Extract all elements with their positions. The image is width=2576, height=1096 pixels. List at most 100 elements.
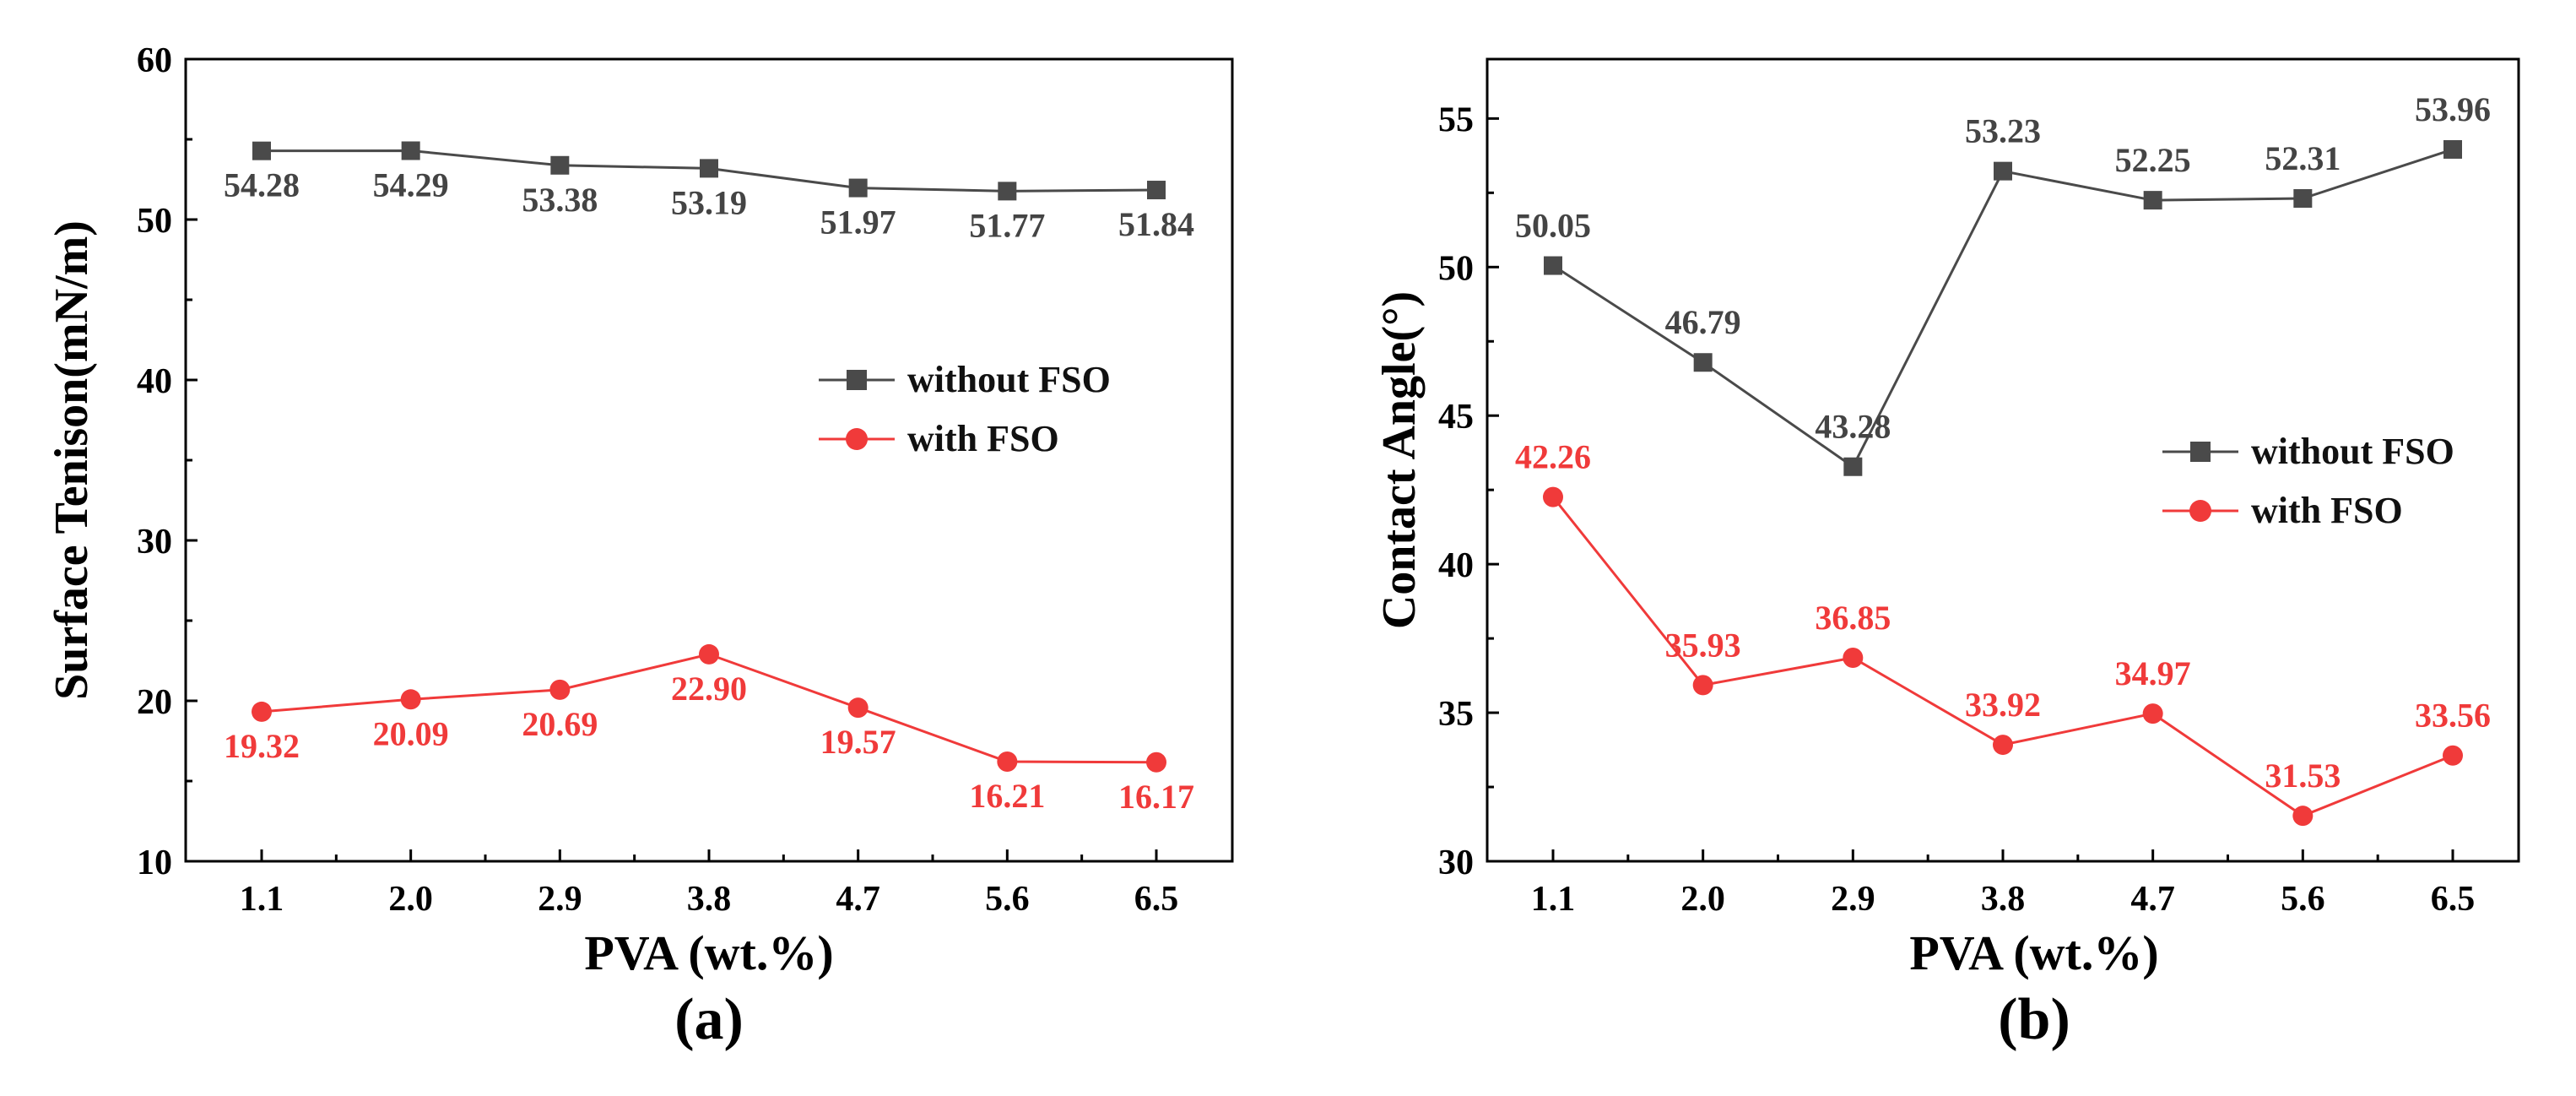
- data-point-with-fso: [1146, 751, 1166, 773]
- y-tick-label: 60: [137, 41, 172, 80]
- y-tick-label: 40: [1438, 546, 1474, 585]
- data-label-with-fso: 36.85: [1815, 599, 1891, 637]
- data-point-without-fso: [252, 141, 271, 160]
- data-point-with-fso: [1543, 486, 1563, 507]
- data-point-without-fso: [998, 182, 1017, 201]
- x-tick-label: 4.7: [836, 880, 880, 919]
- data-point-without-fso: [2293, 189, 2313, 209]
- data-point-without-fso: [1147, 181, 1166, 200]
- data-point-with-fso: [1843, 647, 1864, 668]
- x-tick-label: 2.9: [538, 880, 582, 919]
- data-label-with-fso: 20.09: [373, 714, 449, 752]
- legend-label-with-fso: with FSO: [2251, 490, 2403, 531]
- y-tick-label: 10: [137, 844, 172, 882]
- data-label-with-fso: 19.57: [820, 723, 896, 761]
- x-axis-title-a: PVA (wt.%): [584, 925, 833, 980]
- x-tick-label: 1.1: [240, 880, 284, 919]
- y-tick-label: 40: [137, 362, 172, 401]
- data-label-without-fso: 54.28: [224, 166, 300, 204]
- data-point-without-fso: [401, 141, 420, 160]
- chart-panel-b: 30 35 40 45 50 55 1.1 2.0 2.9 3.8 4.7 5.6 6.5 50.05 4…: [1373, 57, 2520, 1052]
- axis-ticks-a: 10 20 30 40 50 60 1.1 2.0 2.9 3.8 4.7 5.6 6.5: [137, 41, 1178, 919]
- data-point-with-fso: [2443, 745, 2463, 766]
- data-label-without-fso: 53.38: [522, 181, 598, 219]
- x-axis-title-b: PVA (wt.%): [1909, 925, 2158, 980]
- x-tick-label: 3.8: [1981, 880, 2026, 919]
- y-tick-label: 30: [1438, 844, 1474, 882]
- data-point-without-fso: [1693, 353, 1713, 372]
- data-point-with-fso: [699, 643, 719, 665]
- data-point-without-fso: [2443, 139, 2462, 159]
- y-tick-label: 20: [137, 683, 172, 722]
- legend-label-without-fso: without FSO: [2251, 431, 2454, 472]
- data-label-without-fso: 53.96: [2415, 90, 2491, 128]
- y-tick-label: 55: [1438, 100, 1474, 139]
- data-point-with-fso: [1692, 675, 1713, 696]
- x-tick-label: 2.0: [388, 880, 433, 919]
- data-label-with-fso: 34.97: [2115, 654, 2191, 692]
- legend-a: without FSO with FSO: [819, 359, 1111, 459]
- data-point-with-fso: [549, 679, 571, 700]
- data-label-without-fso: 51.77: [969, 206, 1045, 244]
- x-tick-label: 5.6: [2281, 880, 2325, 919]
- data-label-with-fso: 16.17: [1118, 778, 1194, 816]
- axis-ticks-b: 30 35 40 45 50 55 1.1 2.0 2.9 3.8 4.7 5.6 6.5: [1438, 100, 2475, 919]
- legend-b: without FSO with FSO: [2162, 431, 2454, 531]
- data-label-with-fso: 22.90: [671, 670, 747, 708]
- x-tick-label: 6.5: [1134, 880, 1179, 919]
- series-group-a: 54.28 54.29 53.38 53.19 51.97 51.77 51.84 19.32…: [224, 141, 1194, 816]
- data-point-with-fso: [2142, 703, 2163, 724]
- y-tick-label: 50: [137, 202, 172, 241]
- data-label-without-fso: 50.05: [1515, 207, 1591, 245]
- data-label-with-fso: 31.53: [2265, 757, 2341, 795]
- x-tick-label: 6.5: [2431, 880, 2476, 919]
- x-tick-label: 4.7: [2130, 880, 2175, 919]
- data-point-without-fso: [700, 159, 718, 178]
- data-label-with-fso: 42.26: [1515, 438, 1591, 476]
- data-label-with-fso: 33.92: [1965, 686, 2041, 724]
- y-tick-label: 35: [1438, 695, 1474, 734]
- y-tick-label: 30: [137, 523, 172, 562]
- panel-label-b: (b): [1998, 987, 2070, 1052]
- data-label-without-fso: 52.25: [2115, 141, 2191, 179]
- data-point-without-fso: [1843, 457, 1863, 476]
- y-tick-label: 50: [1438, 249, 1474, 288]
- data-point-with-fso: [400, 689, 421, 710]
- data-label-with-fso: 33.56: [2415, 697, 2491, 735]
- data-point-with-fso: [1993, 735, 2013, 756]
- y-tick-label: 45: [1438, 398, 1474, 437]
- x-tick-label: 3.8: [687, 880, 732, 919]
- data-label-without-fso: 52.31: [2265, 139, 2341, 177]
- panel-label-a: (a): [674, 987, 744, 1052]
- data-label-without-fso: 54.29: [373, 165, 449, 203]
- x-tick-label: 5.6: [985, 880, 1030, 919]
- data-label-without-fso: 53.23: [1965, 112, 2041, 150]
- data-label-with-fso: 35.93: [1665, 626, 1741, 664]
- data-label-with-fso: 19.32: [224, 727, 300, 765]
- x-tick-label: 2.0: [1680, 880, 1725, 919]
- data-label-with-fso: 16.21: [969, 777, 1045, 815]
- data-point-without-fso: [1994, 161, 2012, 181]
- legend-label-without-fso: without FSO: [907, 359, 1111, 400]
- series-group-b: 50.05 46.79 43.28 53.23 52.25 52.31 53.96 42.26…: [1515, 90, 2491, 827]
- data-label-with-fso: 20.69: [522, 705, 598, 743]
- data-point-without-fso: [550, 155, 570, 175]
- data-label-without-fso: 46.79: [1665, 303, 1741, 341]
- data-point-without-fso: [1544, 256, 1562, 275]
- x-tick-label: 1.1: [1531, 880, 1576, 919]
- legend-label-with-fso: with FSO: [907, 418, 1059, 459]
- data-label-without-fso: 51.84: [1118, 205, 1194, 243]
- y-axis-title-a: Surface Tenison(mN/m): [46, 220, 98, 700]
- legend-marker-square: [847, 370, 867, 390]
- data-point-without-fso: [2143, 191, 2162, 210]
- data-point-without-fso: [848, 178, 868, 198]
- legend-marker-square: [2190, 442, 2211, 462]
- y-axis-title-b: Contact Angle(°): [1373, 291, 1426, 629]
- data-label-without-fso: 53.19: [671, 183, 747, 221]
- x-tick-label: 2.9: [1831, 880, 1875, 919]
- data-label-without-fso: 51.97: [820, 203, 896, 241]
- data-point-with-fso: [997, 751, 1018, 773]
